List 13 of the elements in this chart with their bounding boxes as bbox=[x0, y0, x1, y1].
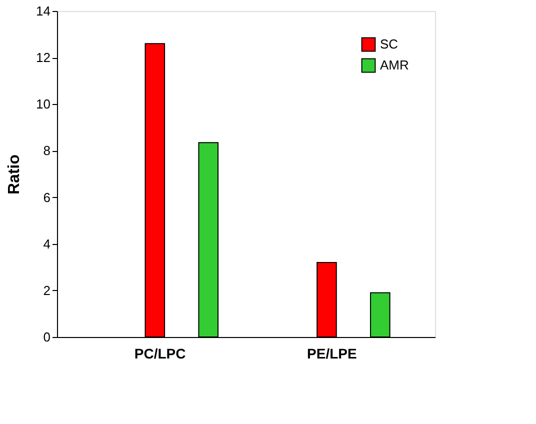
y-tick-label: 10 bbox=[36, 96, 50, 112]
y-tick-label: 8 bbox=[43, 143, 50, 158]
x-tick-label: PE/LPE bbox=[307, 346, 357, 362]
y-axis-title: Ratio bbox=[6, 154, 24, 194]
legend-label: SC bbox=[380, 36, 398, 52]
x-tick-label: PC/LPC bbox=[134, 346, 186, 362]
y-tick-label: 2 bbox=[43, 282, 50, 298]
legend-label: AMR bbox=[380, 58, 409, 72]
y-tick-label: 12 bbox=[36, 50, 50, 66]
y-tick-label: 0 bbox=[43, 330, 50, 344]
y-tick-label: 14 bbox=[36, 4, 50, 18]
y-tick-label: 4 bbox=[43, 236, 50, 252]
y-tick-label: 6 bbox=[43, 190, 50, 205]
